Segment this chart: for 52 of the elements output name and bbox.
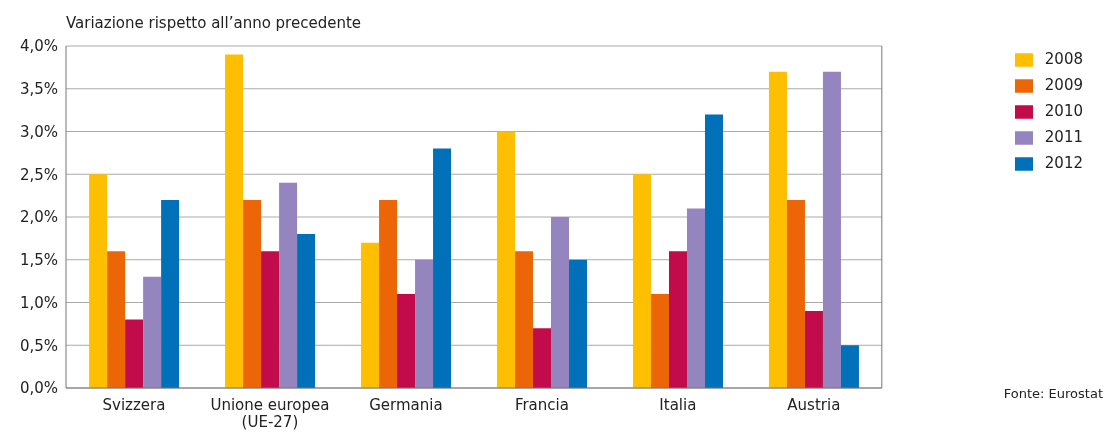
bar [243, 199, 262, 388]
x-tick-label: Unione europea (UE-27) [210, 396, 330, 431]
bar [497, 131, 516, 388]
bar [261, 251, 280, 388]
bar [225, 54, 244, 388]
y-tick-label: 2,5% [19, 165, 58, 184]
y-tick-label: 1,5% [19, 251, 58, 270]
y-tick-label: 3,5% [19, 80, 58, 99]
bar [533, 328, 552, 388]
bar [433, 148, 452, 388]
x-tick-label: Francia [514, 396, 569, 414]
legend-label: 2010 [1044, 102, 1083, 120]
bar [668, 251, 687, 388]
bar [297, 234, 316, 388]
bar [107, 251, 126, 388]
x-tick-label: Svizzera [102, 396, 166, 414]
bar [822, 71, 841, 388]
bar [632, 174, 651, 388]
y-tick-label: 3,0% [19, 122, 58, 141]
bar [125, 319, 144, 388]
legend-label: 2009 [1044, 76, 1083, 94]
bar [569, 259, 588, 388]
bar [515, 251, 534, 388]
bar [840, 345, 859, 388]
source-note: Fonte: Eurostat [1003, 386, 1103, 401]
y-tick-label: 0,5% [19, 336, 58, 355]
bar [397, 293, 416, 388]
bar [143, 276, 162, 388]
bar [279, 182, 298, 388]
bar [768, 71, 787, 388]
bar [415, 259, 434, 388]
legend-label: 2008 [1044, 50, 1083, 68]
x-tick-label: Austria [787, 396, 841, 414]
bar [704, 114, 723, 388]
legend-label: 2012 [1044, 154, 1083, 172]
legend-label: 2011 [1044, 128, 1083, 146]
bar [161, 199, 180, 388]
bar [379, 199, 398, 388]
bar [551, 217, 570, 388]
bar [89, 174, 108, 388]
y-tick-label: 0,0% [19, 379, 58, 398]
bar [804, 311, 823, 388]
x-tick-label: Germania [369, 396, 443, 414]
bar [686, 208, 705, 388]
y-tick-label: 1,0% [19, 293, 58, 312]
y-axis-title: Variazione rispetto all’anno precedente [66, 14, 362, 32]
bar [650, 293, 669, 388]
y-tick-label: 4,0% [19, 37, 58, 56]
x-tick-label: Italia [659, 396, 697, 414]
bar [786, 199, 805, 388]
y-tick-label: 2,0% [19, 208, 58, 227]
bar [361, 242, 380, 388]
